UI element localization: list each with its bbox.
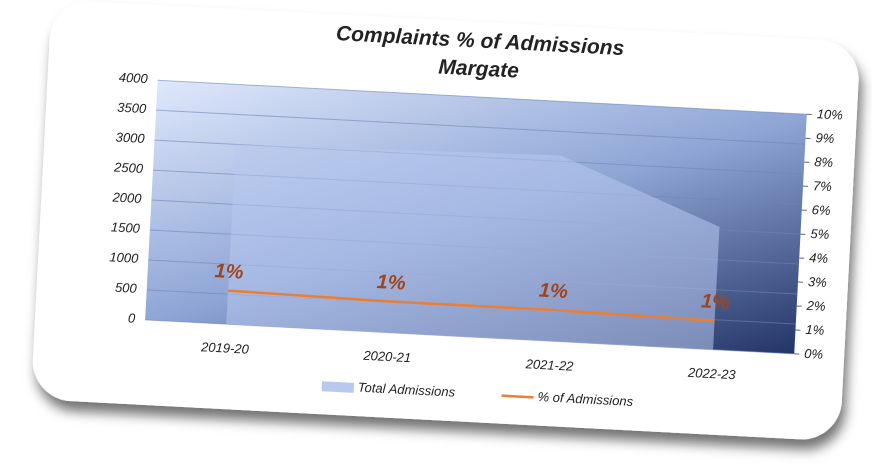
y2-tick-label: 2% [805,298,826,314]
y2-tick-label: 10% [816,106,843,122]
x-tick-label: 2020-21 [362,348,411,366]
x-tick-label: 2021-22 [524,356,574,374]
data-label: 1% [701,290,731,313]
data-label: 1% [538,280,568,303]
y-tick-label: 2500 [113,159,144,176]
plot: 0 500 1000 1500 2000 2500 3000 3500 4000 0% 1% 2% 3%… [109,70,843,409]
x-tick-label: 2022-23 [687,365,737,383]
y-tick-label: 3500 [117,100,147,117]
y2-tick-label: 3% [808,274,828,290]
y2-tick-label: 7% [813,178,833,194]
legend-swatch [501,394,534,399]
y-tick-label: 500 [115,280,138,296]
legend-label: % of Admissions [537,389,634,409]
y2-tick-label: 4% [809,250,829,266]
grid-line [157,79,807,115]
legend-swatch [321,381,355,393]
chart-subtitle: Margate [438,55,520,82]
legend-label: Total Admissions [357,380,455,400]
y2-tick-label: 1% [805,322,825,338]
y2-tick-label: 6% [811,202,831,218]
y-tick-label: 4000 [118,70,148,87]
y2-tick-label: 8% [814,154,834,170]
y-tick-label: 1000 [109,249,139,266]
x-tick-label: 2019-20 [200,339,250,357]
y-tick-label: 1500 [111,219,141,236]
y2-tick-label: 5% [810,226,830,242]
data-label: 1% [214,260,244,283]
grid-line [156,109,806,145]
y-tick-label: 3000 [115,130,145,147]
line [227,289,715,323]
card: Complaints % of Admissions Margate 05001… [32,1,859,440]
data-label: 1% [376,271,406,294]
y-tick-label: 0 [128,310,137,325]
y2-tick-label: 9% [815,130,835,146]
y2-tick-label: 0% [804,346,824,362]
y-tick-label: 2000 [111,189,142,206]
